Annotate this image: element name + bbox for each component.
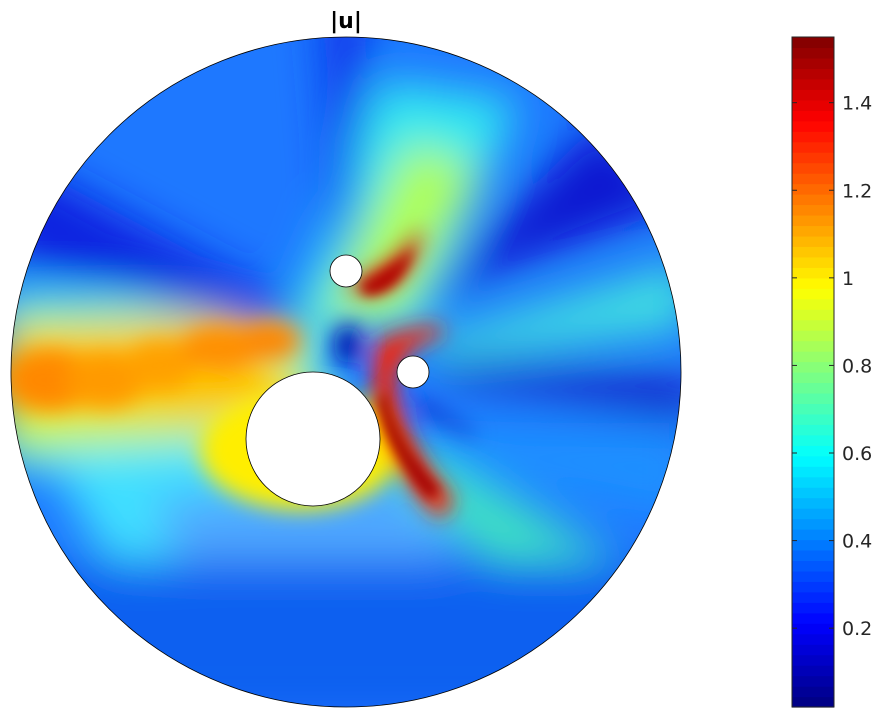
- colorbar-band: [792, 120, 834, 132]
- colorbar-band: [792, 612, 834, 624]
- colorbar-band: [792, 340, 834, 352]
- colorbar-band: [792, 413, 834, 425]
- colorbar-band: [792, 37, 834, 49]
- colorbar-band: [792, 560, 834, 572]
- colorbar-band: [792, 183, 834, 195]
- colorbar-band: [792, 518, 834, 530]
- colorbar-tick-label: 1.4: [842, 93, 872, 115]
- colorbar-band: [792, 382, 834, 394]
- colorbar-band: [792, 89, 834, 101]
- colorbar-band: [792, 476, 834, 488]
- colorbar-band: [792, 288, 834, 300]
- colorbar-band: [792, 508, 834, 520]
- colorbar-band: [792, 110, 834, 122]
- colorbar-band: [792, 319, 834, 331]
- colorbar-band: [792, 529, 834, 541]
- chart-title: |u|: [330, 9, 362, 34]
- colorbar-band: [792, 131, 834, 143]
- colorbar-band: [792, 686, 834, 698]
- colorbar-band: [792, 581, 834, 593]
- field-plot: [11, 37, 681, 707]
- colorbar: 0.2 0.4 0.6 0.8 1 1.2 1.4: [791, 36, 872, 708]
- colorbar-band: [792, 141, 834, 153]
- colorbar-band: [792, 246, 834, 258]
- large-cylinder: [245, 371, 381, 507]
- colorbar-band: [792, 424, 834, 436]
- colorbar-band: [792, 330, 834, 342]
- colorbar-band: [792, 665, 834, 677]
- colorbar-tick-label: 0.4: [842, 531, 872, 553]
- colorbar-band: [792, 392, 834, 405]
- colorbar-band: [792, 403, 834, 415]
- colorbar-band: [792, 445, 834, 457]
- colorbar-band: [792, 152, 834, 164]
- colorbar-band: [792, 173, 834, 185]
- colorbar-band: [792, 309, 834, 321]
- colorbar-frame: [791, 36, 835, 708]
- colorbar-band: [792, 549, 834, 562]
- colorbar-band: [792, 298, 834, 310]
- colorbar-tick-label: 0.2: [842, 618, 872, 640]
- colorbar-band: [792, 277, 834, 289]
- colorbar-band: [792, 487, 834, 499]
- colorbar-band: [792, 434, 834, 446]
- colorbar-band: [792, 654, 834, 666]
- colorbar-band: [792, 539, 834, 551]
- colorbar-band: [792, 47, 834, 59]
- colorbar-band: [792, 455, 834, 467]
- colorbar-band: [792, 696, 834, 708]
- colorbar-band: [792, 497, 834, 509]
- colorbar-band: [792, 633, 834, 645]
- colorbar-band: [792, 570, 834, 582]
- colorbar-tick-label: 1.2: [842, 180, 872, 202]
- upper-small-cylinder: [329, 254, 363, 288]
- colorbar-band: [792, 235, 834, 247]
- colorbar-band: [792, 204, 834, 216]
- colorbar-tick-label: 0.6: [842, 443, 872, 465]
- colorbar-tick-label: 0.8: [842, 355, 872, 377]
- colorbar-band: [792, 194, 834, 206]
- colorbar-band: [792, 602, 834, 614]
- colorbar-band: [792, 256, 834, 268]
- colorbar-band: [792, 57, 834, 70]
- colorbar-band: [792, 214, 834, 227]
- colorbar-band: [792, 591, 834, 603]
- colorbar-band: [792, 78, 834, 90]
- colorbar-tick-label: 1: [842, 268, 854, 290]
- colorbar-band: [792, 351, 834, 363]
- disk-boundary: [10, 36, 682, 708]
- colorbar-band: [792, 225, 834, 237]
- colorbar-band: [792, 466, 834, 478]
- right-small-cylinder: [396, 355, 430, 389]
- colorbar-band: [792, 162, 834, 174]
- colorbar-band: [792, 675, 834, 687]
- colorbar-band: [792, 372, 834, 384]
- colorbar-band: [792, 623, 834, 635]
- colorbar-band: [792, 68, 834, 80]
- colorbar-band: [792, 99, 834, 111]
- colorbar-band: [792, 267, 834, 279]
- colorbar-band: [792, 644, 834, 656]
- colorbar-band: [792, 361, 834, 373]
